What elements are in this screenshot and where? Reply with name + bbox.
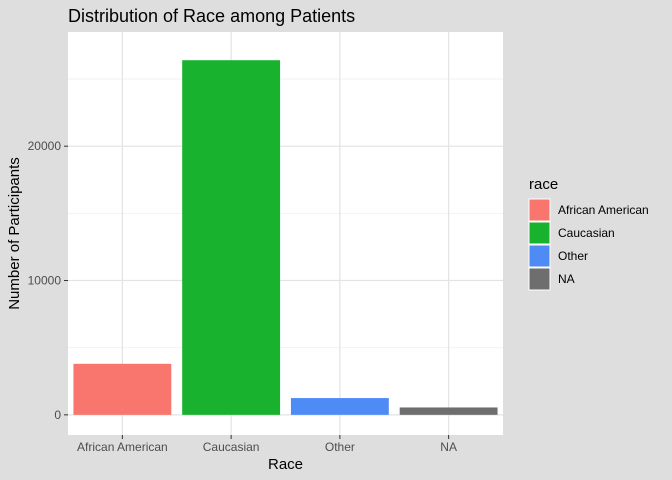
legend-label: Other	[558, 249, 588, 263]
legend-items: African American Caucasian Other NA	[528, 198, 649, 291]
bar-na	[399, 407, 498, 415]
y-axis-ticks: 0 10000 20000	[28, 139, 68, 422]
legend-label: Caucasian	[558, 226, 615, 240]
y-tick-label: 0	[54, 408, 61, 422]
legend-swatch	[528, 267, 551, 291]
legend-swatch	[528, 244, 551, 268]
bar-layer	[73, 60, 498, 415]
legend-swatch	[528, 221, 551, 245]
chart-title: Distribution of Race among Patients	[68, 6, 355, 26]
y-axis-title: Number of Participants	[6, 157, 23, 310]
x-tick-label: NA	[440, 440, 457, 454]
legend-label: NA	[558, 272, 575, 286]
x-axis-ticks: African American Caucasian Other NA	[77, 435, 457, 454]
legend-swatch	[528, 198, 551, 222]
y-tick-label: 20000	[28, 139, 62, 153]
x-axis-title: Race	[268, 456, 303, 473]
legend: race African American Caucasian Other NA	[528, 176, 649, 291]
bar-other	[290, 398, 389, 415]
legend-title: race	[529, 176, 558, 193]
bar-caucasian	[182, 60, 281, 415]
y-tick-label: 10000	[28, 274, 62, 288]
x-tick-label: Caucasian	[203, 440, 260, 454]
x-tick-label: African American	[77, 440, 168, 454]
bar-african-american	[73, 363, 172, 415]
x-tick-label: Other	[325, 440, 355, 454]
legend-label: African American	[558, 203, 649, 217]
